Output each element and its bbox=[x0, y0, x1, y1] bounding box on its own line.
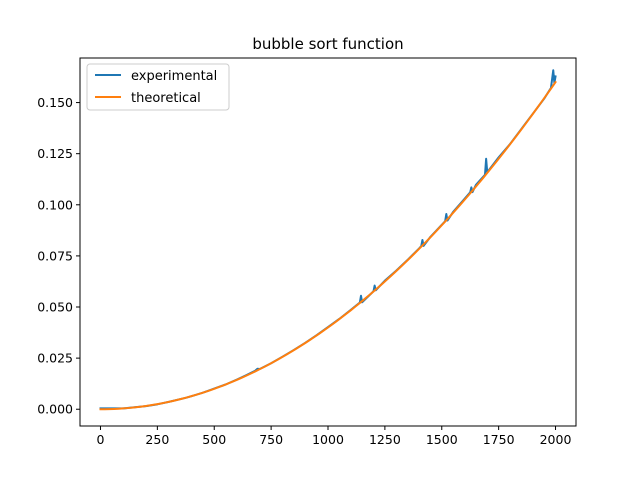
x-axis: 0 250 500 750 1000 1250 1500 1750 2000 bbox=[97, 426, 572, 447]
y-tick-label-0.125: 0.125 bbox=[37, 146, 73, 161]
y-tick-label-0.100: 0.100 bbox=[37, 197, 73, 212]
x-tick-label-1750: 1750 bbox=[483, 432, 515, 447]
legend-label-theoretical: theoretical bbox=[131, 91, 201, 106]
x-tick-label-2000: 2000 bbox=[540, 432, 572, 447]
x-tick-label-750: 750 bbox=[259, 432, 283, 447]
series-layer bbox=[99, 69, 557, 411]
legend-box bbox=[86, 63, 230, 111]
y-tick-label-0.075: 0.075 bbox=[37, 248, 73, 263]
x-tick-label-1000: 1000 bbox=[312, 432, 344, 447]
chart-title: bubble sort function bbox=[252, 35, 403, 53]
y-tick-label-0.025: 0.025 bbox=[37, 351, 73, 366]
x-tick-label-250: 250 bbox=[145, 432, 169, 447]
series-line-theoretical bbox=[99, 80, 557, 411]
y-tick-label-0.000: 0.000 bbox=[37, 402, 73, 417]
legend-label-experimental: experimental bbox=[131, 69, 217, 84]
legend: experimental theoretical bbox=[86, 63, 230, 111]
y-tick-label-0.150: 0.150 bbox=[37, 95, 73, 110]
y-axis: 0.000 0.025 0.050 0.075 0.100 0.125 0.150 bbox=[37, 95, 80, 417]
x-tick-label-500: 500 bbox=[202, 432, 226, 447]
x-tick-label-0: 0 bbox=[97, 432, 105, 447]
y-tick-label-0.050: 0.050 bbox=[37, 300, 73, 315]
x-tick-label-1250: 1250 bbox=[369, 432, 401, 447]
x-tick-label-1500: 1500 bbox=[426, 432, 458, 447]
